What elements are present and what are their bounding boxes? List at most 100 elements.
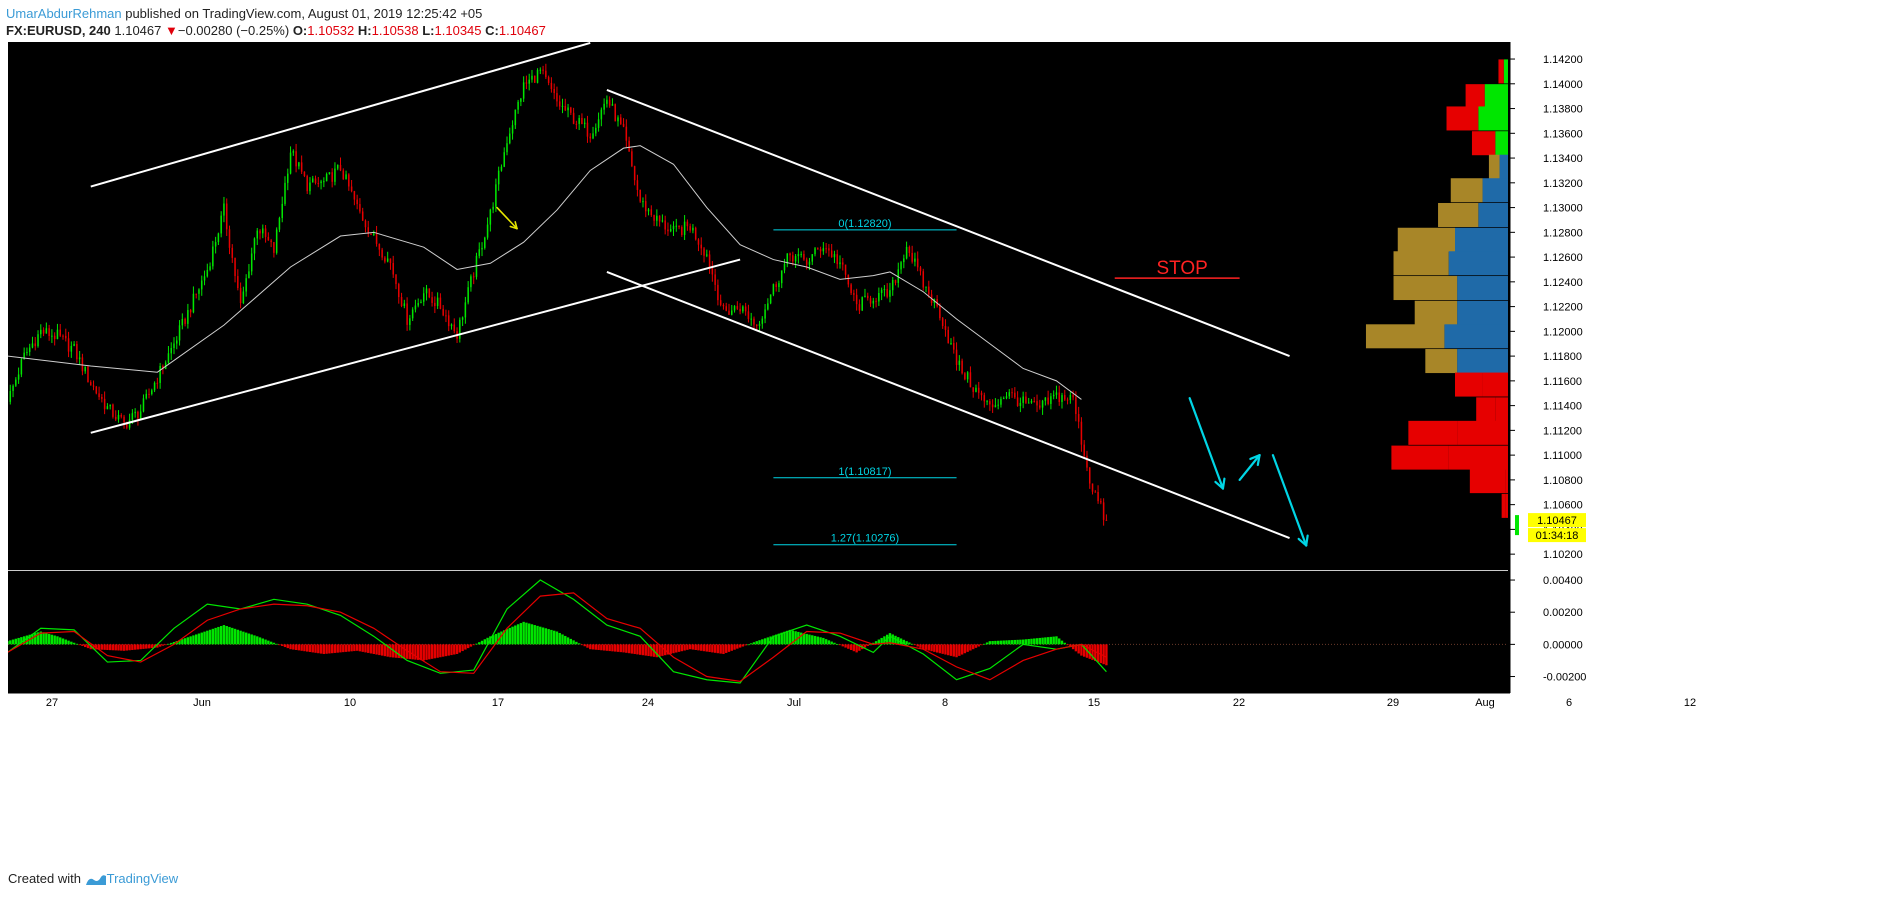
chart-canvas[interactable]: 0(1.12820) 1(1.10817) 1.27(1.10276) STOP 1.1… [0, 42, 1884, 862]
macd-histogram-bar [34, 633, 37, 645]
candle-body [1072, 394, 1074, 398]
candle-body [925, 286, 927, 288]
ascending-channel-bottom-line [90, 258, 741, 434]
macd-histogram-bar [436, 644, 439, 658]
macd-histogram-bar [491, 635, 495, 645]
candle-body [67, 338, 70, 352]
candle-body [317, 183, 320, 185]
macd-histogram-bar [933, 644, 936, 652]
candle-body [62, 335, 64, 337]
macd-histogram-bar [361, 644, 364, 652]
macd-histogram-bar [139, 644, 142, 650]
macd-histogram-bar [833, 642, 836, 645]
price-tick-label: 1.13800 [1543, 104, 1583, 116]
candle-body [342, 170, 345, 180]
macd-histogram-bar [428, 644, 431, 660]
candle-body [778, 283, 780, 288]
macd-histogram-bar [944, 644, 947, 655]
candle-body [706, 254, 708, 256]
candle-body [384, 257, 386, 262]
macd-histogram-bar [575, 641, 578, 645]
candle-body [1044, 397, 1047, 401]
macd-histogram-bar [78, 644, 81, 646]
candle-body [739, 308, 741, 312]
candle-body [669, 229, 672, 232]
candle-body [45, 328, 48, 334]
macd-histogram-bar [36, 632, 40, 645]
macd-histogram-bar [966, 644, 969, 652]
macd-histogram-bar [378, 644, 381, 656]
candle-body [811, 254, 814, 262]
candle-body [922, 271, 925, 288]
macd-histogram-bar [269, 641, 273, 645]
macd-histogram-bar [1074, 644, 1078, 652]
macd-histogram-bar [741, 644, 745, 647]
macd-histogram-bar [883, 636, 886, 645]
candle-body [500, 166, 503, 171]
macd-histogram-bar [103, 644, 106, 650]
macd-histogram-bar [772, 635, 775, 645]
macd-histogram-bar [333, 644, 337, 653]
macd-histogram-bar [1005, 640, 1008, 645]
macd-histogram-bar [722, 644, 725, 655]
time-tick-label: 10 [344, 697, 356, 709]
candle-body [844, 264, 847, 275]
candle-body [459, 319, 461, 339]
candle-body [667, 229, 669, 232]
macd-histogram-bar [1083, 644, 1086, 657]
candle-body [492, 206, 494, 210]
high-label: H: [357, 23, 372, 38]
author-link[interactable]: UmarAbdurRehman [6, 6, 122, 21]
macd-histogram-bar [691, 644, 695, 650]
macd-line [8, 579, 1107, 684]
macd-histogram-bar [988, 641, 992, 645]
tradingview-brand-link[interactable]: TradingView [106, 871, 179, 886]
macd-histogram-bar [725, 644, 728, 653]
macd-histogram-bar [45, 633, 48, 645]
countdown-badge [1528, 528, 1586, 543]
macd-histogram-bar [433, 644, 437, 659]
candle-body [489, 209, 492, 225]
macd-histogram-bar [941, 644, 944, 654]
plot-layer: 0(1.12820) 1(1.10817) 1.27(1.10276) STOP [8, 42, 1508, 684]
candle-body [270, 240, 272, 243]
candle-body [656, 215, 658, 221]
time-tick-label: 12 [1684, 697, 1696, 709]
macd-histogram-bar [9, 640, 12, 645]
candle-body [123, 416, 125, 423]
macd-histogram-bar [913, 644, 917, 646]
candle-body [681, 227, 683, 235]
candle-body [780, 270, 783, 284]
volume-profile-sell-bar [1465, 84, 1485, 109]
candle-body [775, 284, 777, 288]
candle-body [117, 414, 120, 420]
macd-histogram-bar [908, 642, 911, 645]
macd-histogram-bar [1071, 644, 1075, 650]
macd-histogram-bar [686, 644, 689, 650]
macd-histogram-bar [330, 644, 334, 654]
macd-histogram-bar [214, 627, 217, 645]
macd-histogram-bar [602, 644, 606, 651]
candle-body [620, 117, 622, 124]
candle-body [897, 269, 900, 283]
macd-histogram-bar [228, 626, 231, 645]
candle-body [262, 228, 264, 234]
macd-histogram-bar [716, 644, 720, 654]
candle-body [331, 172, 333, 182]
macd-histogram-bar [480, 640, 484, 645]
macd-histogram-bar [991, 641, 994, 645]
macd-histogram-bar [927, 644, 930, 651]
candle-body [56, 329, 59, 340]
candle-body [708, 254, 711, 269]
last-price: 1.10467 [114, 23, 162, 38]
macd-histogram-bar [572, 640, 575, 645]
volume-profile-buy-bar [1495, 397, 1508, 422]
candle-body [289, 152, 292, 174]
macd-histogram-bar [1024, 639, 1028, 645]
volume-profile-sell-bar [1498, 59, 1504, 84]
price-tick-label: 1.13200 [1543, 178, 1583, 190]
macd-histogram-bar [614, 644, 617, 652]
volume-profile-buy-bar [1448, 445, 1508, 470]
macd-histogram-bar [72, 642, 76, 645]
candle-body [31, 343, 34, 348]
